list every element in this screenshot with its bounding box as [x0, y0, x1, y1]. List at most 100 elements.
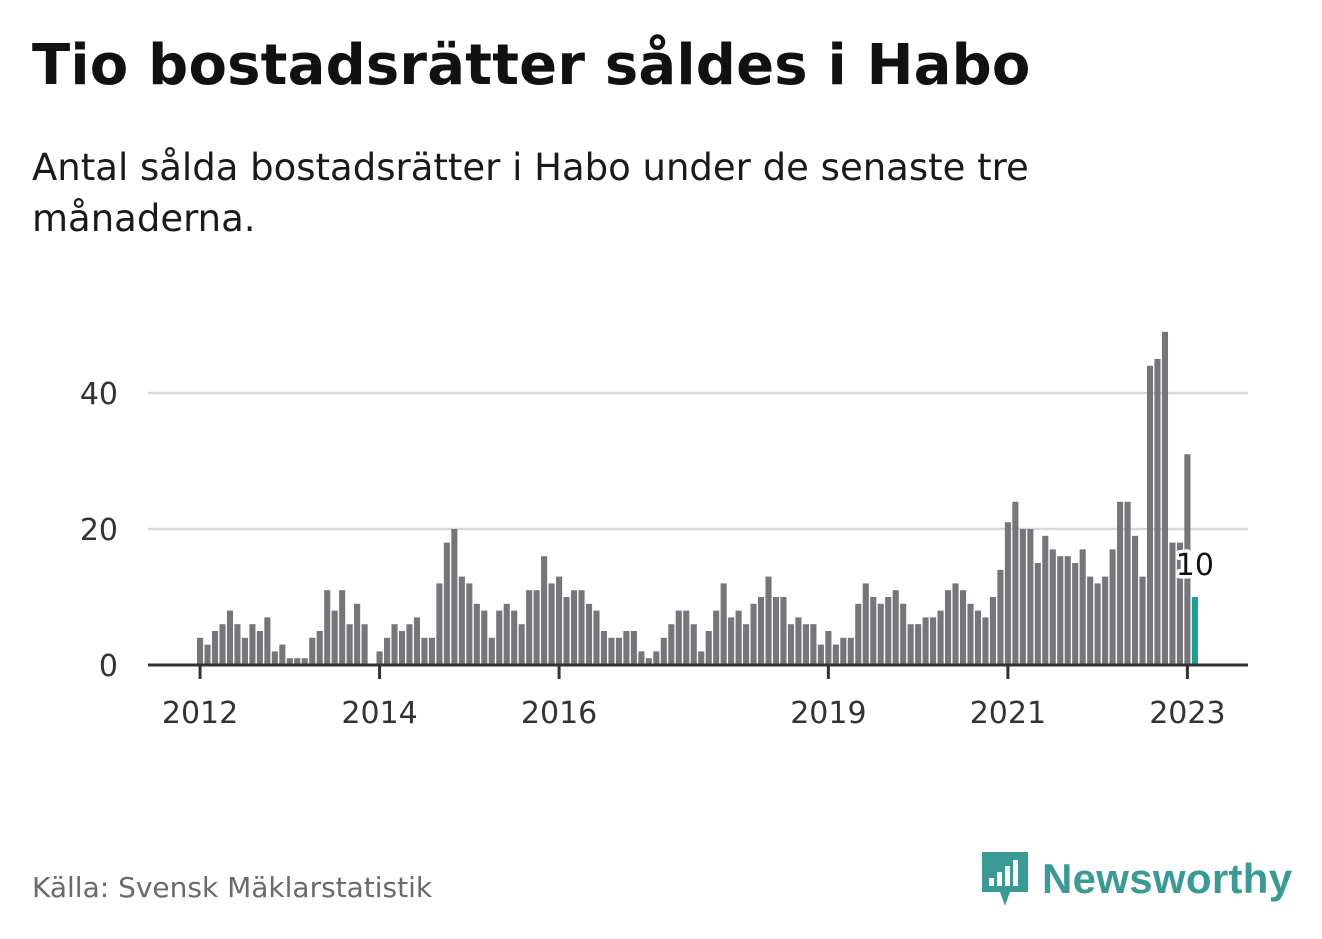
bar	[952, 583, 959, 665]
bar	[1012, 501, 1019, 665]
bar	[825, 631, 832, 665]
x-tick-label: 2019	[790, 696, 866, 731]
labels: 0 20 40 2012 2014 2016 2019 2021 2023 10	[80, 377, 1226, 731]
bar	[398, 631, 406, 665]
bar	[772, 597, 780, 665]
bar	[1027, 529, 1034, 665]
bar	[780, 597, 787, 665]
bar	[1019, 529, 1026, 665]
bar	[451, 529, 458, 665]
bar	[264, 617, 271, 665]
bar	[541, 556, 548, 665]
gridlines	[148, 391, 1248, 531]
bar	[989, 597, 996, 665]
bar	[698, 651, 705, 665]
bar	[1169, 542, 1176, 665]
bar	[593, 610, 600, 665]
bar	[1139, 576, 1146, 665]
brand-name: Newsworthy	[1042, 855, 1293, 902]
bar	[877, 603, 884, 665]
bar	[585, 603, 593, 665]
bar	[219, 624, 226, 665]
bar	[496, 610, 503, 665]
bar	[488, 637, 495, 665]
bar	[1087, 576, 1094, 665]
bar	[623, 631, 630, 665]
bar	[713, 610, 720, 665]
x-tick-label: 2014	[341, 696, 417, 731]
bar	[286, 658, 293, 665]
bar	[870, 597, 877, 665]
bar	[1161, 331, 1169, 665]
bar	[563, 597, 570, 665]
bar	[720, 583, 727, 665]
bar	[271, 651, 278, 665]
x-tick-label: 2012	[162, 696, 238, 731]
source-note: Källa: Svensk Mäklarstatistik	[32, 871, 433, 904]
bar	[1094, 583, 1101, 665]
bar	[683, 610, 690, 665]
bar	[615, 637, 622, 665]
bar	[1176, 542, 1183, 665]
bar	[354, 603, 361, 665]
bar	[556, 576, 563, 665]
bar	[1132, 535, 1139, 665]
bar	[533, 590, 540, 665]
y-tick-label: 20	[80, 513, 118, 548]
axes	[148, 663, 1248, 679]
bar	[862, 583, 869, 665]
bar	[316, 631, 323, 665]
bar	[1154, 359, 1161, 665]
bar	[197, 637, 204, 665]
bar	[892, 590, 899, 665]
bar	[346, 624, 353, 665]
bar	[959, 590, 967, 665]
value-label: 10	[1176, 548, 1214, 583]
bar	[211, 631, 219, 665]
bar	[690, 624, 697, 665]
bar	[1184, 454, 1191, 665]
bar	[361, 624, 368, 665]
chart-subtitle: Antal sålda bostadsrätter i Habo under d…	[32, 146, 1029, 240]
bar	[802, 624, 809, 665]
newsworthy-logo-icon	[982, 852, 1028, 906]
bar	[331, 610, 338, 665]
bar	[817, 644, 824, 665]
bar	[526, 590, 533, 665]
bar	[511, 610, 518, 665]
bar	[930, 617, 937, 665]
bar	[840, 637, 847, 665]
bar	[1042, 535, 1049, 665]
bar	[1102, 576, 1109, 665]
bar	[974, 610, 982, 665]
bar	[945, 590, 952, 665]
bar	[608, 637, 615, 665]
y-tick-label: 0	[99, 649, 118, 684]
bar	[855, 603, 862, 665]
bar	[653, 651, 660, 665]
bar	[301, 658, 308, 665]
bar	[810, 624, 817, 665]
bar	[743, 624, 750, 665]
bar	[728, 617, 735, 665]
bar	[1146, 365, 1154, 665]
bar	[705, 631, 712, 665]
bar	[1049, 549, 1056, 665]
bar	[937, 610, 944, 665]
bar	[1124, 501, 1131, 665]
bar	[758, 597, 765, 665]
bar	[384, 637, 391, 665]
x-tick-label: 2023	[1149, 696, 1225, 731]
bar	[1034, 563, 1041, 665]
bar	[421, 637, 428, 665]
bar	[997, 569, 1004, 665]
bar	[443, 542, 450, 665]
bar	[668, 624, 675, 665]
bar	[473, 603, 480, 665]
bar	[645, 658, 652, 665]
bar	[750, 603, 757, 665]
bar	[787, 624, 795, 665]
bar	[249, 624, 256, 665]
bar	[503, 603, 510, 665]
bar	[241, 637, 248, 665]
